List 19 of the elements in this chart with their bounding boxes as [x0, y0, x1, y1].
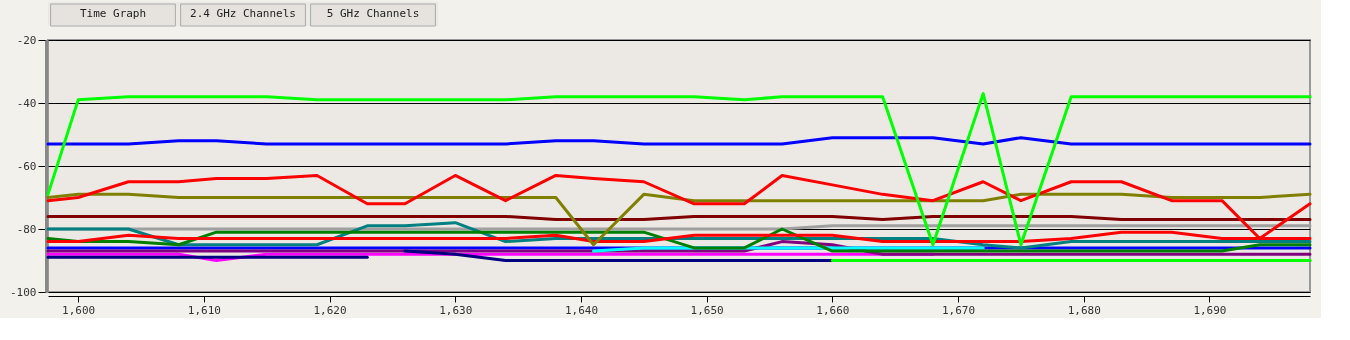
x-tick-label: 1,630 [439, 303, 473, 317]
y-tick-label: -40 [16, 96, 37, 110]
line-series [46, 240, 1312, 256]
text: 5 GHz Channels [326, 7, 420, 20]
x-tick-label: 1,690 [1193, 303, 1227, 317]
y-tick-label: -60 [16, 159, 37, 173]
x-tick-label: 1,660 [816, 303, 850, 317]
y-tick-label: -100 [10, 285, 37, 299]
x-tick-label: 1,650 [690, 303, 724, 317]
x-tick-label: 1,640 [564, 303, 599, 317]
x-tick-label: 1,620 [313, 303, 347, 317]
x-tick-label: 1,600 [62, 303, 96, 317]
x-tick-label: 1,670 [941, 303, 976, 317]
x-tick-label: 1,610 [187, 303, 221, 317]
y-tick-label: -20 [16, 33, 37, 47]
x-tick-label: 1,680 [1067, 303, 1101, 317]
text: Time Graph [79, 7, 147, 20]
y-tick-label: -80 [16, 222, 37, 236]
text: 2.4 GHz Channels [190, 7, 296, 20]
